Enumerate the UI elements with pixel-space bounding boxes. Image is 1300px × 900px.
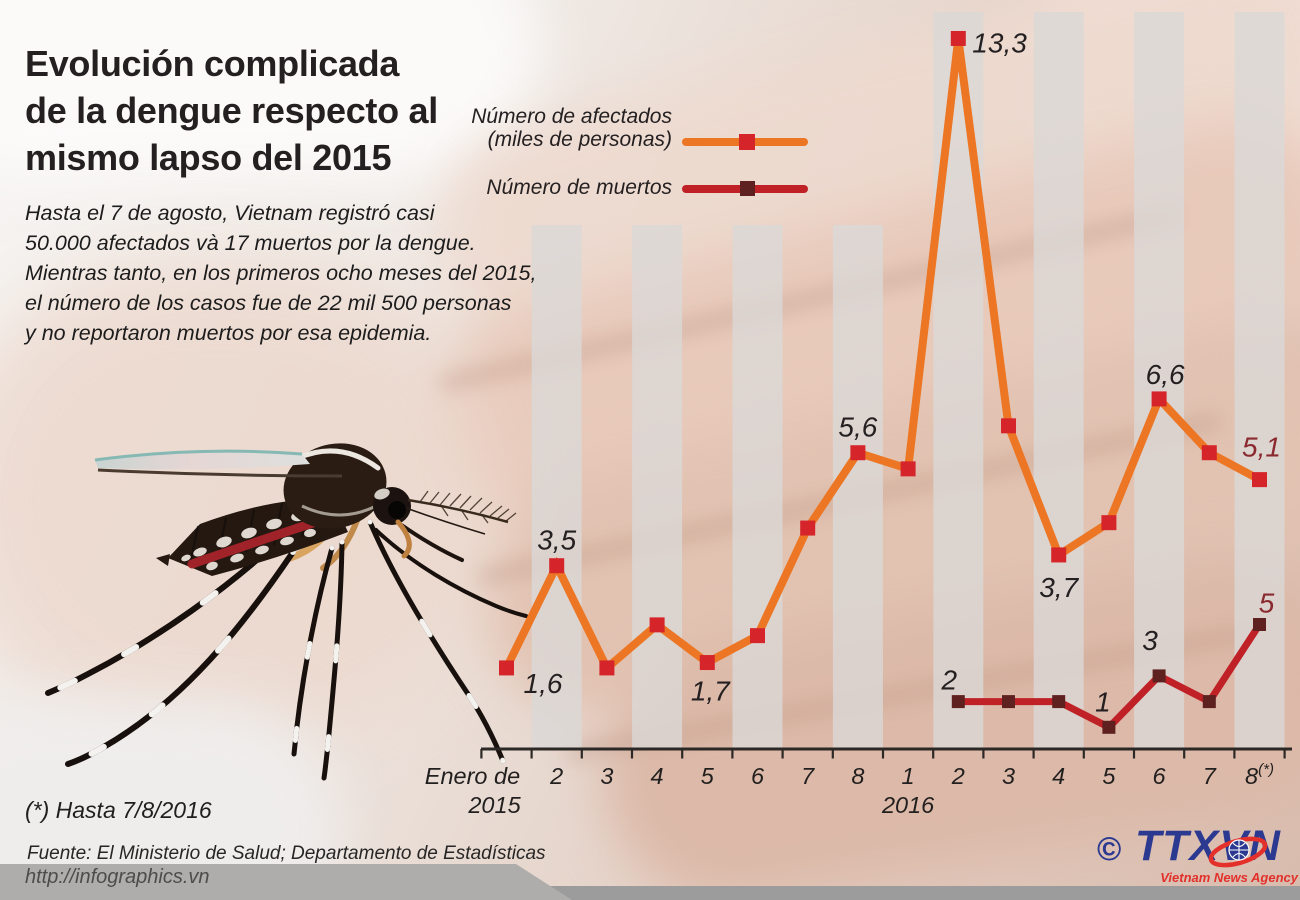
intro-paragraph: Hasta el 7 de agosto, Vietnam registró c… [25,200,537,345]
source-line: Fuente: El Ministerio de Salud; Departam… [27,843,546,864]
mosquito-legs [45,519,528,781]
mosquito-image [45,443,528,781]
logo-acronym: TTXVN [1135,822,1281,870]
url-bar [0,864,572,900]
legend-deaths-label: Número de muertos [486,176,672,199]
copyright-icon: © [1097,830,1122,867]
legend-deaths-marker [740,181,755,196]
page-title: Evolución complicada de la dengue respec… [25,43,438,179]
website-url: http://infographics.vn [25,866,210,888]
background-skin-patch [0,260,500,740]
mosquito-wing [94,449,343,478]
globe-orbit-icon [1208,836,1268,868]
ttxvn-logo: © TTXVN Vietnam News Agency [1095,822,1300,888]
background-highlight [0,0,540,180]
legend-affected-marker [739,134,755,150]
legend-affected-label: Número de afectados (miles de personas) [471,105,672,151]
logo-tagline: Vietnam News Agency [1160,870,1298,885]
mosquito-thorax [283,443,387,529]
mosquito-head [373,487,517,562]
footnote: (*) Hasta 7/8/2016 [25,797,212,823]
